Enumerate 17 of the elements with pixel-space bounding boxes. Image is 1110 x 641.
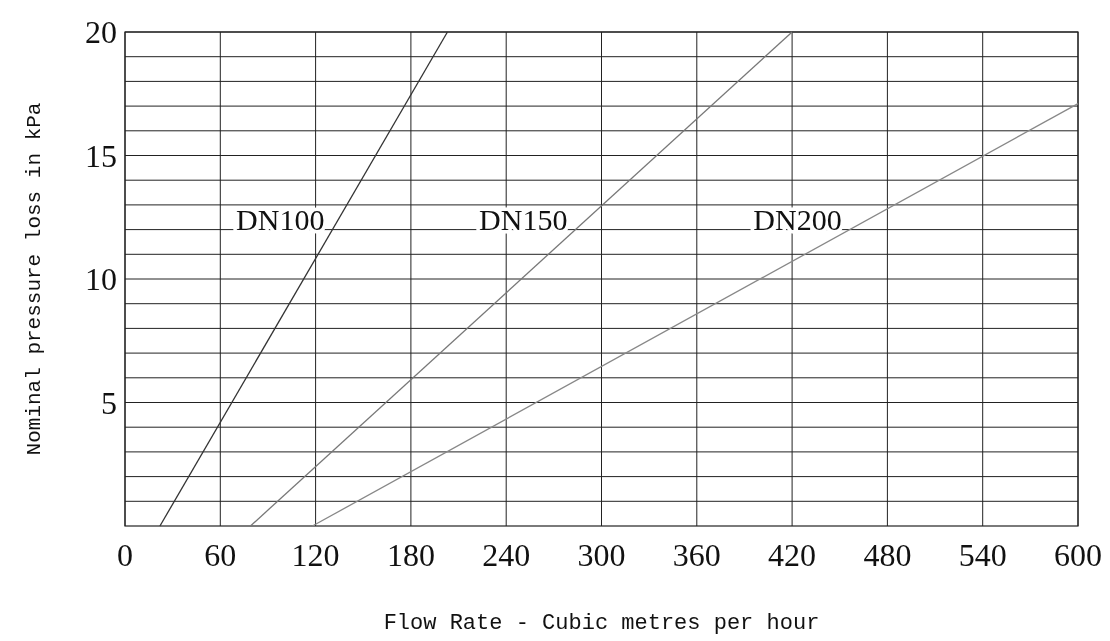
x-tick-label: 360 [672,537,721,573]
y-tick-label: 5 [101,384,117,421]
x-axis-title: Flow Rate - Cubic metres per hour [383,611,820,636]
x-tick-label: 60 [204,537,237,573]
x-tick-label: 180 [386,537,435,573]
x-tick-label: 600 [1054,537,1102,573]
x-tick-label: 0 [117,537,133,573]
x-tick-label: 540 [958,537,1007,573]
y-axis-title: Nominal pressure loss in kPa [23,102,46,456]
y-tick-label: 15 [85,137,117,174]
x-tick-label: 300 [577,537,626,573]
x-tick-label: 480 [863,537,912,573]
x-tick-label: 120 [291,537,340,573]
y-tick-label: 20 [85,14,117,50]
x-tick-label: 240 [482,537,531,573]
y-tick-label: 10 [85,261,117,297]
x-tick-label: 420 [768,537,817,573]
